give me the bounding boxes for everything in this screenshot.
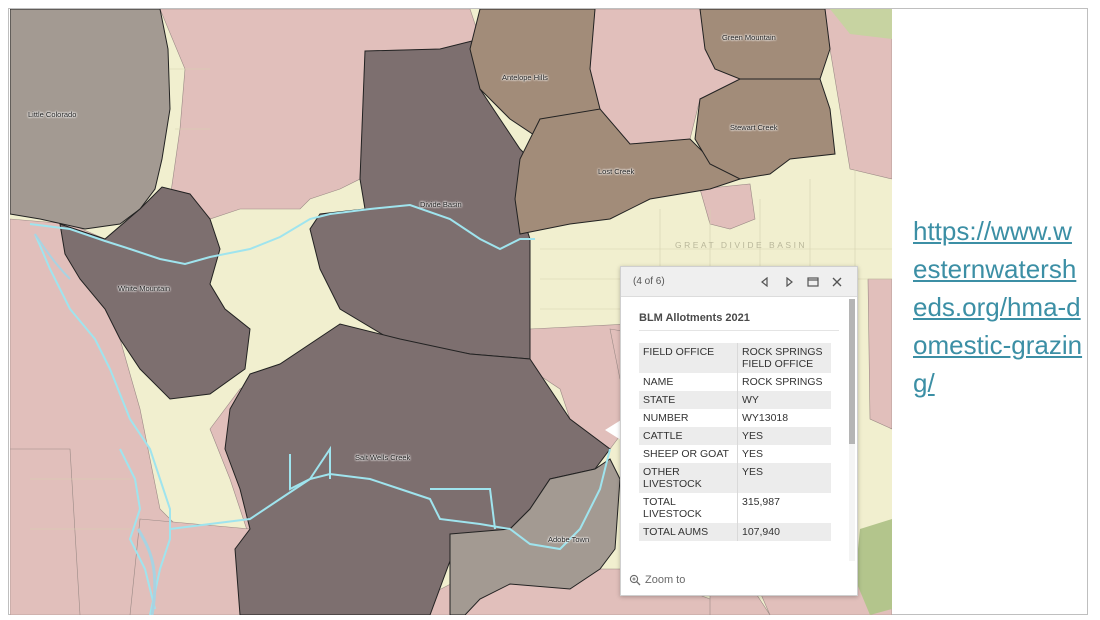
region-stewart-creek[interactable] <box>694 78 836 180</box>
green-patch <box>855 519 892 615</box>
feature-popup: (4 of 6) BLM Allotments 2021 <box>620 266 858 596</box>
region-white-mountain[interactable] <box>59 186 251 400</box>
table-row: TOTAL AUMS 107,940 <box>639 523 831 541</box>
region-adobe-town[interactable] <box>449 458 621 615</box>
popup-body[interactable]: BLM Allotments 2021 FIELD OFFICE ROCK SPR… <box>621 298 857 565</box>
attribute-table: FIELD OFFICE ROCK SPRINGS FIELD OFFICE NA… <box>639 343 831 541</box>
table-row: NAME ROCK SPRINGS <box>639 373 831 391</box>
attribute-value: YES <box>742 448 764 460</box>
attribute-key: TOTAL LIVESTOCK <box>639 493 738 523</box>
table-row: NUMBER WY13018 <box>639 409 831 427</box>
region-little-colorado[interactable] <box>10 9 171 230</box>
zoom-magnifier-icon <box>629 574 641 586</box>
attribute-key: NAME <box>639 373 738 391</box>
close-button[interactable] <box>825 272 849 292</box>
attribute-key: TOTAL AUMS <box>639 523 738 541</box>
feature-counter: (4 of 6) <box>633 276 665 287</box>
attribute-value: WY13018 <box>742 412 789 424</box>
attribute-value: WY <box>737 391 831 409</box>
attribute-key: CATTLE <box>639 427 738 445</box>
prev-feature-button[interactable] <box>753 272 777 292</box>
region-lost-creek[interactable] <box>514 108 741 235</box>
attribute-value: YES <box>737 427 831 445</box>
region-label: Adobe Town <box>548 535 590 544</box>
attribute-value: ROCK SPRINGS FIELD OFFICE <box>737 343 831 373</box>
hma-boundary <box>119 448 156 610</box>
table-row: SHEEP OR GOAT YES <box>639 445 831 463</box>
popup-scrollbar-thumb[interactable] <box>849 299 855 444</box>
hma-boundary <box>29 203 535 266</box>
region-label: Divide Basin <box>420 200 462 209</box>
dock-button[interactable] <box>801 272 825 292</box>
region-label: Antelope Hills <box>502 73 548 82</box>
attribute-key: OTHER LIVESTOCK <box>639 463 738 493</box>
region-label: Salt Wells Creek <box>355 453 411 462</box>
popup-title: BLM Allotments 2021 <box>639 312 839 331</box>
source-link[interactable]: https://www.westernwatersheds.org/hma-do… <box>913 216 1083 398</box>
attribute-key: FIELD OFFICE <box>639 343 738 373</box>
popup-footer: Zoom to <box>621 565 857 595</box>
region-label: White Mountain <box>118 284 171 293</box>
hma-boundary <box>289 445 331 491</box>
next-feature-button[interactable] <box>777 272 801 292</box>
attribute-value: 107,940 <box>737 523 831 541</box>
hma-boundary <box>169 448 611 551</box>
table-row: TOTAL LIVESTOCK 315,987 <box>639 493 831 523</box>
region-label: Lost Creek <box>598 167 635 176</box>
river <box>136 528 157 615</box>
basin-label: GREAT DIVIDE BASIN <box>675 240 808 250</box>
hma-boundary <box>430 488 496 530</box>
hma-boundary <box>34 233 171 615</box>
region-label: Little Colorado <box>28 110 77 119</box>
zoom-to-label: Zoom to <box>645 574 686 586</box>
attribute-key: SHEEP OR GOAT <box>639 445 738 463</box>
zoom-to-button[interactable]: Zoom to <box>629 574 685 586</box>
region-label: Stewart Creek <box>730 123 778 132</box>
region-label: Green Mountain <box>722 33 776 42</box>
table-row: CATTLE YES <box>639 427 831 445</box>
popup-header: (4 of 6) <box>621 267 857 297</box>
attribute-value: 315,987 <box>742 496 780 508</box>
green-patch <box>830 9 892 39</box>
attribute-value: YES <box>737 463 831 493</box>
region-green-mountain[interactable] <box>699 9 831 80</box>
table-row: OTHER LIVESTOCK YES <box>639 463 831 493</box>
popup-pointer <box>605 420 621 440</box>
attribute-key: STATE <box>639 391 738 409</box>
table-row: STATE WY <box>639 391 831 409</box>
attribute-value: ROCK SPRINGS <box>742 376 823 388</box>
river <box>34 233 71 280</box>
triangle-right-icon <box>786 276 793 287</box>
table-row: FIELD OFFICE ROCK SPRINGS FIELD OFFICE <box>639 343 831 373</box>
dock-icon <box>807 276 819 287</box>
attribute-key: NUMBER <box>639 409 738 427</box>
triangle-left-icon <box>761 276 768 287</box>
close-icon <box>832 277 842 286</box>
